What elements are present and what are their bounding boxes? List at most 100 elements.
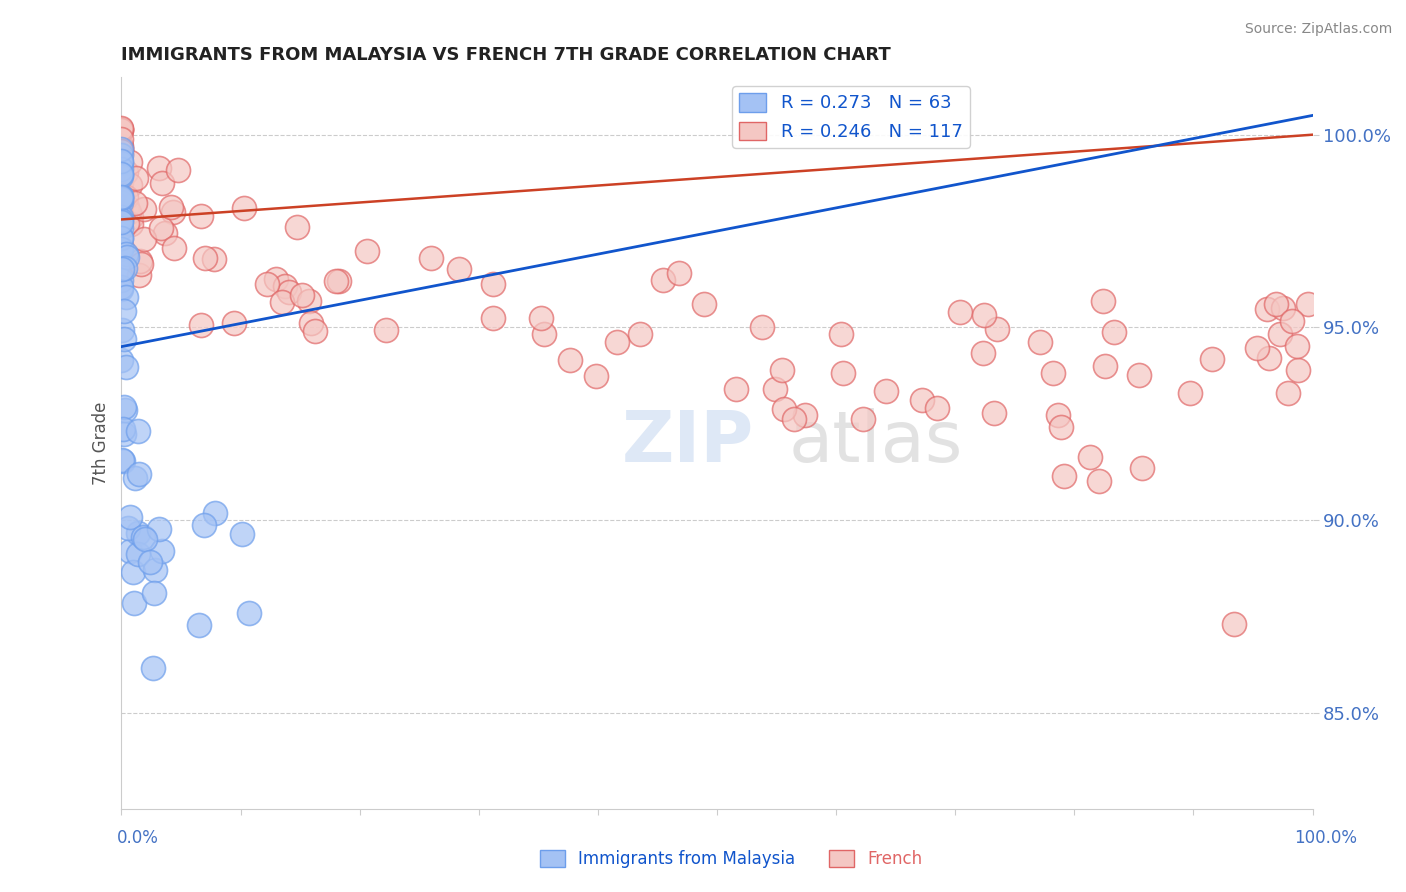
Point [111,453,134,467]
Point [652,273,675,287]
Point [1286,363,1309,377]
Point [110,141,132,155]
Point [356,244,378,259]
Point [120,178,142,192]
Point [830,326,852,341]
Point [121,565,143,579]
Point [299,316,322,330]
Point [304,324,326,338]
Point [148,522,170,536]
Legend: Immigrants from Malaysia, French: Immigrants from Malaysia, French [533,843,929,875]
Point [911,393,934,408]
Point [150,176,173,190]
Point [831,366,853,380]
Point [142,661,165,675]
Point [481,277,503,291]
Point [297,294,319,309]
Point [782,411,804,425]
Point [117,521,139,535]
Point [110,280,132,294]
Point [983,407,1005,421]
Point [114,165,136,179]
Point [447,262,470,277]
Point [111,323,134,337]
Point [150,543,173,558]
Text: ZIP: ZIP [621,409,754,477]
Point [110,154,132,169]
Point [110,169,132,183]
Point [278,285,301,299]
Y-axis label: 7th Grade: 7th Grade [93,401,110,484]
Point [117,205,139,219]
Point [1222,617,1244,632]
Point [111,261,134,276]
Point [149,221,172,235]
Point [110,273,132,287]
Point [190,209,212,223]
Point [110,213,132,227]
Point [1281,314,1303,328]
Text: IMMIGRANTS FROM MALAYSIA VS FRENCH 7TH GRADE CORRELATION CHART: IMMIGRANTS FROM MALAYSIA VS FRENCH 7TH G… [121,46,891,64]
Point [1256,302,1278,317]
Point [124,195,146,210]
Point [114,260,136,275]
Point [114,403,136,417]
Point [533,327,555,342]
Point [751,319,773,334]
Point [124,470,146,484]
Point [1246,341,1268,355]
Point [481,311,503,326]
Point [1271,301,1294,315]
Point [1201,352,1223,367]
Point [274,278,297,293]
Point [222,316,245,330]
Point [132,232,155,246]
Point [110,138,132,153]
Point [110,183,132,197]
Point [131,257,153,271]
Point [190,318,212,332]
Point [153,226,176,240]
Point [1042,366,1064,380]
Point [1088,474,1111,488]
Point [1286,339,1309,353]
Point [110,188,132,202]
Point [110,120,132,135]
Point [972,346,994,360]
Point [115,190,138,204]
Point [115,200,138,214]
Point [127,526,149,541]
Point [110,146,132,161]
Point [110,210,132,224]
Point [115,360,138,375]
Point [1094,359,1116,373]
Point [628,327,651,342]
Point [238,606,260,620]
Point [193,252,215,266]
Point [949,305,972,319]
Point [110,167,132,181]
Point [110,123,132,137]
Point [110,242,132,256]
Text: atlas: atlas [789,409,963,477]
Point [193,518,215,533]
Point [1053,469,1076,483]
Point [110,231,132,245]
Point [1130,460,1153,475]
Point [1049,420,1071,434]
Point [110,156,132,170]
Point [110,162,132,177]
Point [110,143,132,157]
Point [560,353,582,368]
Point [110,121,132,136]
Point [112,426,135,441]
Point [285,219,308,234]
Point [188,618,211,632]
Point [606,335,628,350]
Point [1264,296,1286,310]
Point [420,252,443,266]
Point [1104,326,1126,340]
Point [973,308,995,322]
Point [110,188,132,202]
Point [112,400,135,414]
